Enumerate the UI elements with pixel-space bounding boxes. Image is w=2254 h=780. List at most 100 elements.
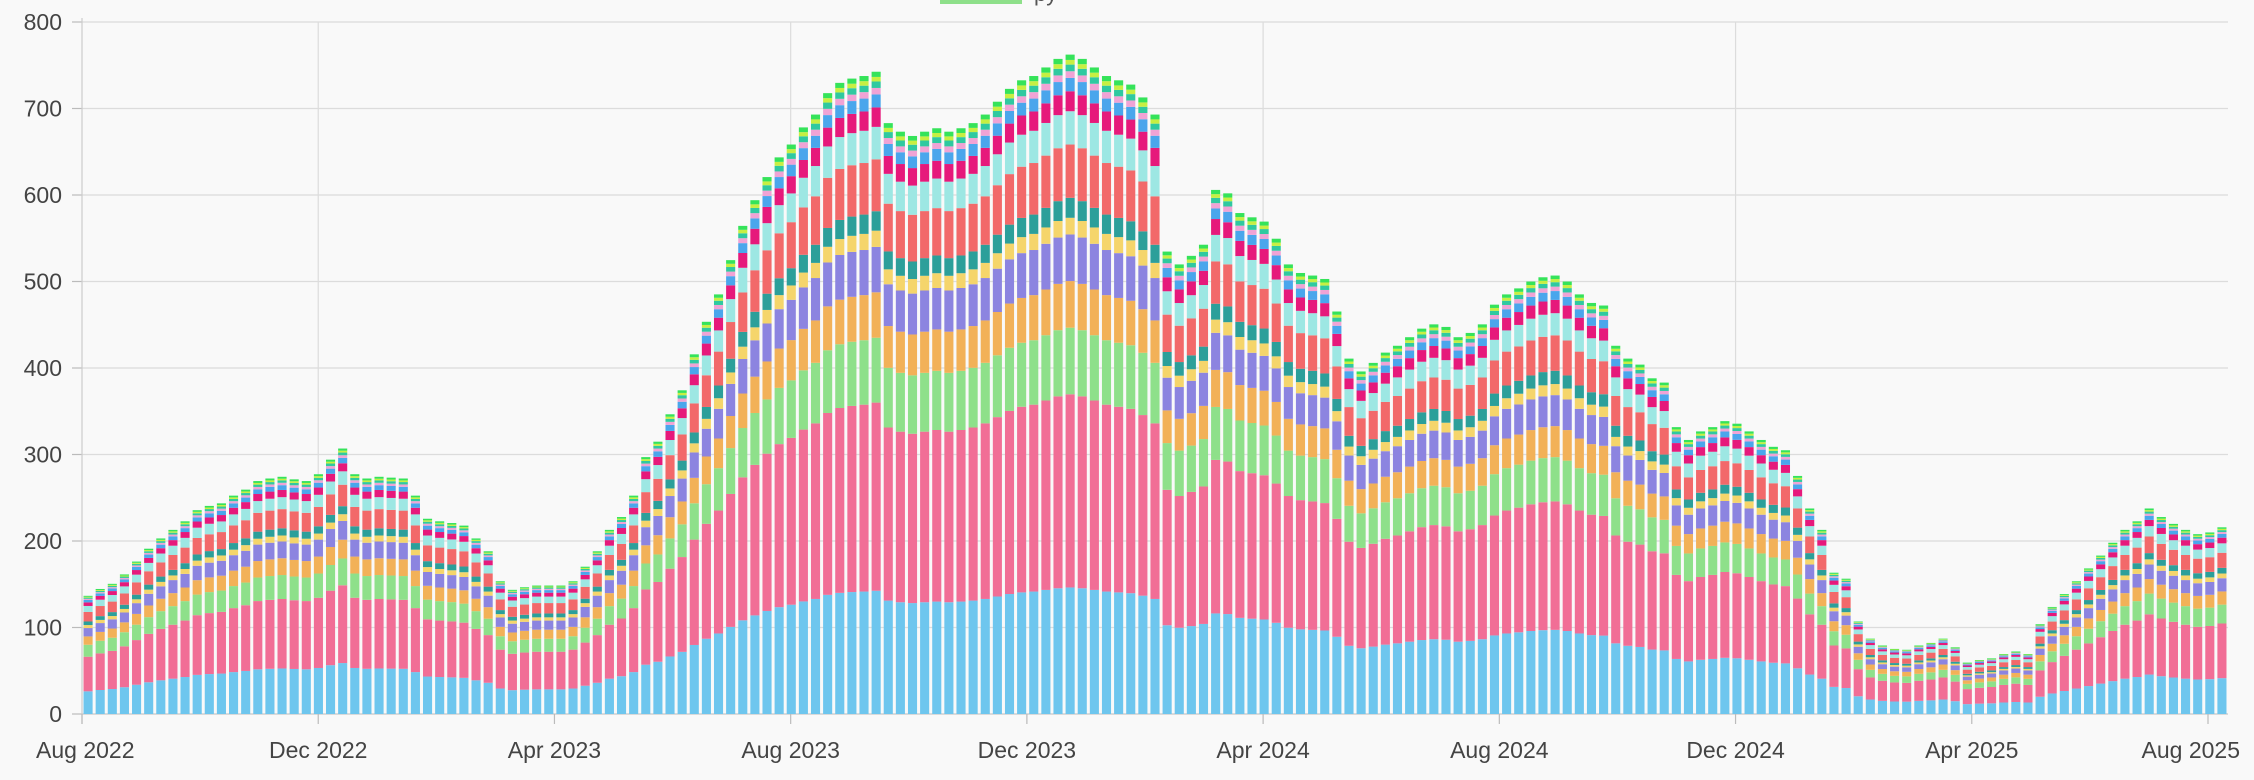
bar-segment-s15 (932, 128, 942, 133)
bar-segment-s3 (1077, 330, 1087, 397)
bar-segment-s3 (1647, 517, 1657, 552)
bar-segment-s3 (1562, 460, 1572, 505)
bar-segment-s12 (2071, 584, 2081, 586)
bar-segment-s1 (1477, 639, 1487, 714)
bar-segment-s15 (1841, 578, 1851, 580)
bar-segment-s11 (2144, 515, 2154, 520)
bar-segment-s11 (507, 594, 517, 597)
bar-segment-s15 (2168, 523, 2178, 526)
legend-label-py[interactable]: py (1034, 0, 1057, 6)
bar-segment-s15 (2156, 517, 2166, 519)
bar-segment-s4 (1308, 426, 1318, 458)
bar-segment-s2 (1453, 531, 1463, 642)
bar-segment-s8 (2108, 566, 2118, 580)
bar-segment-s12 (920, 146, 930, 153)
bar-segment-s1 (2059, 690, 2069, 714)
bar-segment-s10 (1295, 297, 1306, 311)
bar-segment-s11 (762, 196, 772, 207)
bar-segment-s1 (119, 687, 129, 714)
y-tick-label: 100 (24, 615, 62, 641)
bar-segment-s7 (313, 526, 323, 534)
bar-segment-s6 (677, 470, 687, 479)
bar-segment-s10 (944, 164, 954, 182)
bar-segment-s3 (2096, 621, 2106, 638)
bar-segment-s4 (301, 561, 311, 578)
bar-segment-s13 (519, 589, 530, 591)
bar-segment-s10 (144, 557, 154, 563)
bar-segment-s3 (1732, 543, 1742, 574)
bar-segment-s14 (1768, 448, 1778, 451)
bar-segment-s13 (847, 88, 857, 95)
bar-segment-s14 (2011, 651, 2021, 653)
bar-segment-s6 (410, 549, 420, 556)
bar-segment-s1 (1405, 641, 1415, 714)
bar-segment-s15 (459, 525, 469, 528)
bar-segment-s14 (1053, 64, 1063, 69)
bar-segment-s15 (1599, 305, 1609, 309)
bar-segment-s7 (774, 278, 784, 296)
bar-segment-s3 (1550, 457, 1560, 502)
bar-segment-s11 (2193, 540, 2203, 545)
bar-segment-s9 (580, 579, 590, 587)
bar-segment-s9 (1295, 310, 1306, 334)
bar-segment-s4 (1999, 674, 2009, 679)
bar-segment-s5 (2059, 626, 2069, 636)
bar-segment-s10 (1077, 95, 1087, 116)
bar-segment-s14 (2084, 569, 2094, 571)
bar-segment-s3 (641, 563, 651, 590)
bar-segment-s14 (1780, 452, 1791, 455)
bar-segment-s10 (1356, 390, 1366, 401)
bar-segment-s1 (1999, 702, 2009, 714)
bar-segment-s11 (1089, 90, 1099, 104)
bar-segment-s3 (1320, 459, 1330, 504)
bar-segment-s4 (1914, 669, 1924, 674)
bar-segment-s2 (786, 437, 796, 605)
bar-segment-s6 (604, 575, 614, 581)
bar-segment-s9 (2084, 580, 2094, 589)
bar-segment-s8 (398, 510, 408, 530)
bar-segment-s3 (604, 606, 614, 625)
bar-segment-s9 (1659, 411, 1669, 428)
bar-segment-s4 (1320, 428, 1330, 460)
bar-segment-s7 (253, 531, 263, 539)
bar-segment-s11 (2205, 538, 2215, 543)
bar-segment-s10 (229, 507, 239, 515)
bar-segment-s2 (580, 642, 590, 686)
bar-segment-s1 (83, 691, 93, 714)
bar-segment-s4 (1065, 281, 1075, 328)
bar-segment-s2 (1198, 486, 1209, 624)
bar-segment-s11 (1938, 641, 1948, 643)
bar-segment-s5 (689, 452, 699, 478)
bar-segment-s6 (1635, 451, 1645, 460)
bar-segment-s13 (107, 585, 117, 588)
bar-segment-s12 (532, 588, 542, 591)
bar-segment-s15 (350, 474, 360, 477)
bar-segment-s14 (1114, 85, 1124, 90)
bar-segment-s1 (2156, 676, 2166, 714)
bar-segment-s9 (1368, 393, 1378, 411)
legend-swatch-py[interactable] (940, 0, 1022, 4)
bar-segment-s6 (422, 567, 433, 573)
bar-segment-s6 (762, 309, 772, 324)
bar-segment-s5 (1417, 433, 1427, 461)
bar-segment-s15 (1987, 658, 1997, 659)
bar-segment-s2 (1089, 400, 1099, 590)
bar-segment-s6 (156, 581, 166, 587)
bar-segment-s15 (750, 200, 760, 205)
bar-segment-s9 (2071, 592, 2081, 600)
bar-segment-s5 (1332, 421, 1342, 450)
bar-segment-s13 (471, 541, 481, 543)
bar-segment-s12 (907, 150, 918, 157)
bar-segment-s10 (2168, 534, 2178, 541)
bar-segment-s12 (1744, 438, 1754, 442)
bar-segment-s14 (665, 416, 675, 419)
bar-segment-s2 (1574, 510, 1584, 634)
bar-segment-s12 (1647, 386, 1657, 391)
bar-segment-s7 (1101, 214, 1112, 234)
bar-segment-s9 (1502, 330, 1512, 352)
bar-segment-s3 (968, 367, 978, 428)
bar-segment-s5 (895, 290, 905, 332)
bar-segment-s10 (289, 492, 299, 500)
bar-segment-s1 (1574, 633, 1584, 714)
bar-segment-s4 (932, 329, 942, 371)
